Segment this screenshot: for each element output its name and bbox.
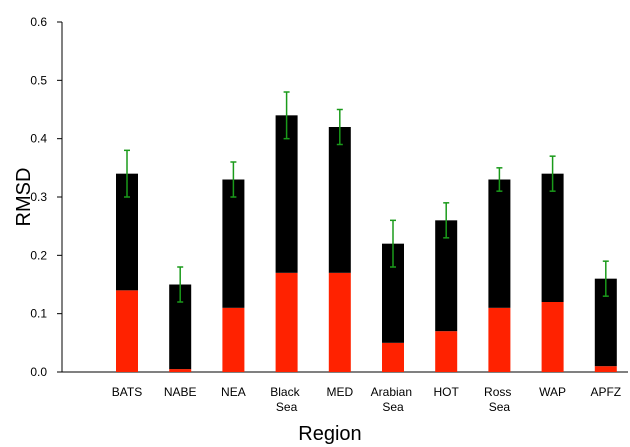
bar-segment: [328, 272, 351, 372]
bar-segment: [541, 302, 564, 372]
bar-segment: [594, 366, 617, 372]
y-tick-label: 0.3: [30, 190, 47, 204]
error-bar: [177, 266, 184, 303]
bar-segment: [488, 307, 511, 372]
x-tick-label: HOT: [434, 385, 460, 399]
bar-segment: [222, 307, 245, 372]
error-bar: [230, 161, 237, 198]
error-bar: [496, 167, 503, 192]
error-bar: [336, 108, 343, 146]
error-bar: [283, 91, 290, 140]
y-tick-label: 0.4: [30, 132, 47, 146]
bar-segment: [488, 179, 511, 308]
bar-segment: [435, 220, 458, 332]
x-axis-title: Region: [298, 423, 361, 445]
bar-segment: [169, 369, 192, 372]
bar-segment: [382, 342, 404, 372]
bar-segment: [275, 272, 298, 372]
x-tick-label: WAP: [539, 385, 566, 399]
bar-segment: [275, 115, 298, 273]
bar-segment: [169, 284, 192, 370]
bar-segment: [222, 179, 245, 308]
y-tick-label: 0.2: [30, 248, 47, 262]
bar-segment: [435, 331, 458, 372]
x-tick-label: Ross Sea: [484, 385, 515, 414]
x-tick-label: MED: [326, 385, 353, 399]
error-bar: [124, 149, 130, 198]
x-tick-label: Arabian Sea: [371, 385, 416, 414]
bar-segment: [116, 173, 138, 291]
error-bar: [602, 260, 609, 297]
bar-segment: [541, 173, 564, 302]
x-tick-label: Black Sea: [270, 385, 303, 414]
bar-segment: [594, 278, 617, 367]
error-bar: [443, 202, 450, 239]
y-tick-label: 0.0: [30, 365, 47, 379]
bar-segment: [382, 243, 404, 343]
x-tick-label: NEA: [221, 385, 246, 399]
y-tick-label: 0.5: [30, 73, 47, 87]
error-bar: [549, 155, 556, 192]
y-tick-label: 0.1: [30, 307, 47, 321]
y-tick-label: 0.6: [30, 15, 47, 29]
x-tick-label: APFZ: [590, 385, 621, 399]
x-tick-label: NABE: [164, 385, 197, 399]
bar-segment: [116, 290, 138, 372]
error-bar: [390, 219, 396, 268]
y-axis-title: RMSD: [13, 168, 35, 227]
x-tick-label: BATS: [112, 385, 142, 399]
bar-segment: [328, 127, 351, 273]
